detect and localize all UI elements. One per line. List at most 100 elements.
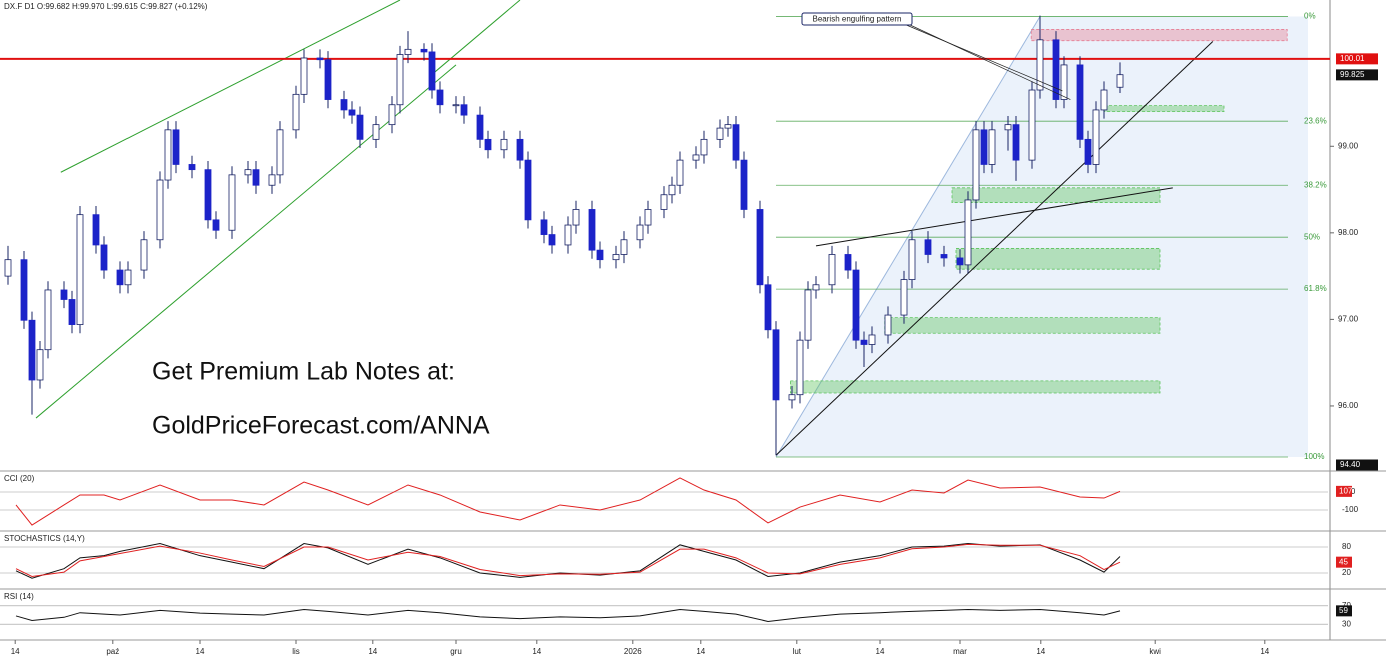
- candle-body: [548, 234, 556, 246]
- y-tick-label: 96.00: [1338, 401, 1359, 410]
- candle-body: [1004, 124, 1012, 131]
- candle-body: [940, 254, 948, 259]
- candle-body: [476, 114, 484, 140]
- candle-body: [252, 169, 260, 186]
- panel-title: CCI (20): [4, 474, 35, 483]
- candle-body: [404, 48, 412, 55]
- x-tick-label: 14: [368, 647, 377, 656]
- candle-body: [724, 124, 732, 129]
- value-box-label: 59: [1339, 606, 1348, 615]
- candle-body: [732, 124, 740, 161]
- y-tick-label: -100: [1342, 505, 1359, 514]
- candle-body: [420, 48, 428, 53]
- candle-body: [276, 129, 284, 176]
- candle-body: [756, 209, 764, 286]
- candle-body: [612, 254, 620, 261]
- candle-body: [1076, 64, 1084, 140]
- candle-body: [100, 244, 108, 271]
- candle-body: [668, 184, 676, 196]
- fib-diagonal: [775, 16, 1041, 458]
- candle-body: [964, 199, 972, 266]
- x-tick-label: 14: [196, 647, 205, 656]
- candle-body: [4, 259, 12, 277]
- zone: [790, 380, 1161, 394]
- zone: [884, 317, 1161, 334]
- candle-body: [324, 59, 332, 100]
- candle-body: [716, 127, 724, 140]
- annotation-pointer: [903, 23, 1063, 92]
- fib-label: 38.2%: [1304, 180, 1327, 189]
- value-box-label: 107: [1339, 486, 1353, 495]
- candle-body: [636, 224, 644, 241]
- candle-body: [972, 129, 980, 201]
- trendline: [815, 187, 1173, 247]
- candle-body: [356, 114, 364, 140]
- candle-body: [692, 154, 700, 161]
- x-tick-label: paź: [106, 647, 119, 656]
- zone: [955, 248, 1161, 270]
- fib-label: 50%: [1304, 232, 1320, 241]
- trendline: [431, 0, 521, 75]
- candle-body: [212, 219, 220, 231]
- y-tick-label: 80: [1342, 542, 1351, 551]
- x-tick-label: lut: [793, 647, 802, 656]
- candle-body: [828, 254, 836, 286]
- candle-body: [596, 249, 604, 261]
- candle-body: [28, 319, 36, 381]
- candle-body: [484, 138, 492, 151]
- chart-title: DX.F D1 O:99.682 H:99.970 L:99.615 C:99.…: [4, 2, 208, 11]
- x-tick-label: lis: [292, 647, 300, 656]
- candle-body: [740, 159, 748, 210]
- value-box: [1336, 485, 1352, 497]
- candle-body: [348, 109, 356, 116]
- low-price-label-box: [1336, 459, 1378, 471]
- candle-body: [244, 169, 252, 176]
- trendline: [775, 41, 1214, 456]
- y-tick-label: 20: [1342, 568, 1351, 577]
- x-tick-label: gru: [450, 647, 462, 656]
- last-price-box: [1336, 69, 1378, 81]
- candle-body: [20, 259, 28, 321]
- fib-area: [776, 16, 1308, 458]
- candle-body: [396, 54, 404, 106]
- value-box: [1336, 556, 1352, 568]
- candle-body: [868, 334, 876, 345]
- candle-body: [860, 339, 868, 345]
- candle-body: [812, 284, 820, 291]
- candle-body: [660, 194, 668, 210]
- candle-body: [500, 138, 508, 151]
- candle-body: [1028, 89, 1036, 161]
- indicator-line: [15, 543, 1121, 577]
- y-tick-label: 98.00: [1338, 228, 1359, 237]
- x-tick-label: 14: [1036, 647, 1045, 656]
- x-tick-label: mar: [953, 647, 967, 656]
- candle-body: [340, 99, 348, 111]
- y-tick-label: 99.00: [1338, 141, 1359, 150]
- candle-body: [300, 57, 308, 95]
- candle-body: [884, 314, 892, 336]
- candle-body: [124, 269, 132, 286]
- candle-body: [116, 269, 124, 286]
- fib-label: 100%: [1304, 452, 1324, 461]
- low-price-label: 94.40: [1340, 460, 1361, 469]
- annotation-text: Bearish engulfing pattern: [813, 15, 902, 24]
- candle-body: [460, 104, 468, 116]
- candle-body: [1052, 39, 1060, 100]
- candle-body: [852, 269, 860, 341]
- annotation-box: [801, 12, 913, 26]
- x-tick-label: 14: [532, 647, 541, 656]
- last-price-label: 99.825: [1340, 70, 1365, 79]
- candle-body: [140, 239, 148, 271]
- annotation-pointer: [907, 23, 1071, 100]
- candle-body: [620, 239, 628, 255]
- candle-body: [788, 394, 796, 401]
- fib-label: 61.8%: [1304, 284, 1327, 293]
- candle-body: [428, 51, 436, 91]
- resistance-label: 100.01: [1340, 54, 1365, 63]
- candle-body: [172, 129, 180, 165]
- trendline: [35, 64, 457, 419]
- candle-body: [572, 209, 580, 226]
- x-tick-label: kwi: [1149, 647, 1161, 656]
- fib-label: 0%: [1304, 12, 1316, 21]
- candle-body: [372, 124, 380, 140]
